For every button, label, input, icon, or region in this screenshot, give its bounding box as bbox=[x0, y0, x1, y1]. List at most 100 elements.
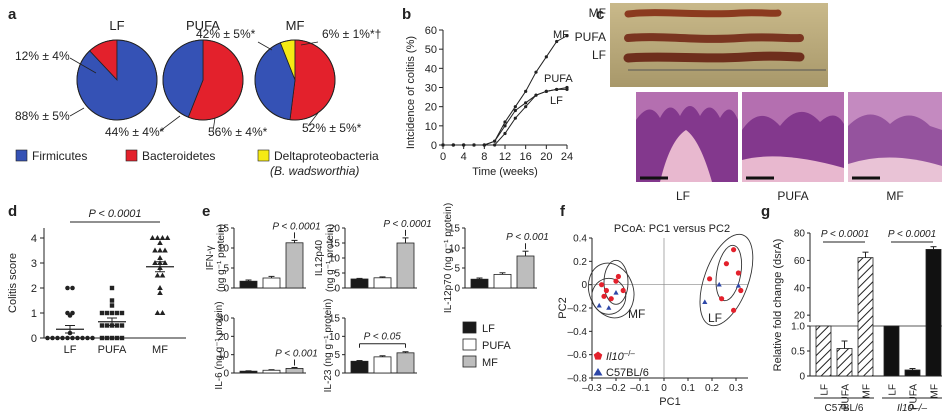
d-point-0-2 bbox=[55, 335, 60, 341]
f-xtick-label-5: 0.2 bbox=[705, 383, 719, 394]
b-series-label-0: MF bbox=[553, 29, 569, 41]
e-ytick-label-4-3: 15 bbox=[329, 314, 341, 325]
g-ytick-label-low-2: 1.0 bbox=[791, 322, 805, 333]
f-point-10 bbox=[731, 247, 737, 253]
f-point-6 bbox=[615, 273, 622, 280]
e-ytick-label-3-2: 20 bbox=[218, 332, 230, 343]
g-bar-3 bbox=[883, 325, 900, 377]
e-ylabel-0: IFN-γ bbox=[205, 246, 216, 270]
f-point-13 bbox=[707, 276, 713, 282]
d-point-2-18 bbox=[164, 235, 171, 240]
f-xtick-label-4: 0.1 bbox=[681, 383, 695, 394]
b-point-2-11 bbox=[555, 87, 559, 92]
g-category-0: LF bbox=[820, 384, 831, 396]
panel-f-pcoa: PCoA: PC1 versus PC2 –0.3 –0.2 –0.1 0 0.1 0.2 0… bbox=[557, 223, 754, 408]
b-series-label-2: LF bbox=[550, 95, 563, 107]
pie-label-3: 56% ± 4%* bbox=[208, 125, 268, 139]
d-point-2-9 bbox=[162, 260, 168, 265]
f-point-7 bbox=[596, 302, 602, 308]
panel-label-b: b bbox=[402, 6, 411, 23]
d-point-0-9 bbox=[90, 335, 95, 341]
panel-label-g: g bbox=[761, 203, 770, 220]
pie-label-4: 42% ± 5%* bbox=[196, 27, 256, 41]
d-point-1-3 bbox=[114, 335, 120, 341]
d-category-0: LF bbox=[64, 344, 77, 356]
b-series-label-1: PUFA bbox=[544, 73, 573, 85]
e-bar-1-1 bbox=[373, 277, 392, 289]
f-xlabel: PC1 bbox=[659, 396, 680, 408]
b-point-2-5 bbox=[493, 143, 497, 147]
b-point-2-9 bbox=[534, 93, 538, 97]
colon-mf bbox=[624, 9, 782, 18]
pie-leader-5 bbox=[300, 41, 319, 46]
d-point-2-17 bbox=[159, 235, 166, 240]
b-point-2-0 bbox=[441, 143, 445, 147]
b-point-2-8 bbox=[524, 105, 528, 109]
pie-legend-swatch-2 bbox=[257, 149, 270, 162]
d-point-0-8 bbox=[85, 335, 90, 341]
f-point-14 bbox=[719, 296, 725, 302]
b-point-2-10 bbox=[544, 89, 548, 93]
d-point-2-14 bbox=[157, 240, 163, 245]
b-point-2-3 bbox=[472, 143, 476, 147]
panel-c-images: MF PUFA LF LF PUFA MF bbox=[575, 3, 942, 203]
f-legend-marker-0 bbox=[593, 351, 603, 360]
d-point-1-5 bbox=[99, 323, 105, 328]
panel-label-a: a bbox=[8, 6, 17, 23]
b-point-0-11 bbox=[555, 39, 559, 44]
e-bar-3-0 bbox=[239, 370, 258, 374]
d-point-0-0 bbox=[45, 335, 50, 341]
e-legend-swatch-1 bbox=[462, 338, 477, 351]
g-category-2: MF bbox=[862, 384, 873, 398]
f-xtick-label-2: –0.1 bbox=[630, 383, 650, 394]
e-ytick-label-2-0: 0 bbox=[454, 284, 460, 295]
e-bar-2-2 bbox=[516, 255, 535, 289]
pie-leader-2 bbox=[159, 115, 181, 132]
d-point-0-4 bbox=[65, 335, 70, 341]
f-point-11 bbox=[723, 261, 730, 267]
g-pvalue-1: P < 0.0001 bbox=[888, 229, 936, 240]
d-point-1-12 bbox=[109, 310, 115, 316]
d-point-1-17 bbox=[109, 285, 115, 291]
b-ytick-label-4: 40 bbox=[425, 63, 437, 75]
d-point-2-13 bbox=[162, 247, 168, 253]
e-ytick-label-4-0: 0 bbox=[334, 369, 340, 380]
panel-label-d: d bbox=[8, 203, 17, 220]
d-point-2-7 bbox=[152, 260, 158, 265]
f-legend-marker-1 bbox=[593, 368, 603, 376]
d-ylabel: Colitis score bbox=[7, 253, 19, 313]
d-point-2-10 bbox=[157, 255, 163, 260]
e-ylabel-3: IL-6 (ng g⁻¹ protein) bbox=[214, 301, 225, 389]
colon-label-0: MF bbox=[589, 6, 606, 20]
pie-title-1: PUFA bbox=[186, 18, 220, 33]
d-point-2-5 bbox=[159, 272, 166, 278]
f-ellipse-4 bbox=[715, 244, 743, 302]
g-ytick-label-low-0: 0 bbox=[799, 372, 805, 383]
b-xtick-label-1: 4 bbox=[461, 151, 467, 163]
g-category-3: LF bbox=[888, 384, 899, 396]
b-point-1-8 bbox=[524, 101, 528, 105]
pie-legend-label-0: Firmicutes bbox=[32, 149, 87, 163]
e-ytick-label-1-1: 5 bbox=[334, 269, 340, 280]
e-pvalue-1: P < 0.0001 bbox=[383, 219, 431, 230]
pie-leader-0 bbox=[69, 57, 97, 74]
b-ytick-label-5: 50 bbox=[425, 44, 437, 56]
d-point-0-6 bbox=[75, 335, 80, 341]
f-legend-label-0: Il10–/– bbox=[606, 349, 635, 363]
d-point-0-1 bbox=[50, 335, 55, 341]
d-point-2-12 bbox=[157, 247, 163, 253]
e-bar-4-1 bbox=[373, 356, 392, 374]
e-bar-3-2 bbox=[285, 368, 304, 374]
e-ytick-label-0-0: 0 bbox=[223, 284, 229, 295]
b-point-2-12 bbox=[565, 87, 569, 92]
f-ytick-label-6: 0.4 bbox=[573, 234, 587, 245]
pie-leader-1 bbox=[69, 107, 85, 117]
d-ytick-label-4: 4 bbox=[31, 233, 37, 245]
b-ylabel: Intcidence of colitis (%) bbox=[405, 36, 417, 149]
d-ytick-label-3: 3 bbox=[31, 258, 37, 270]
g-pvalue-0: P < 0.0001 bbox=[821, 229, 869, 240]
b-point-0-8 bbox=[524, 89, 528, 93]
f-legend-label-0-main: Il10 bbox=[606, 351, 625, 363]
b-point-2-1 bbox=[451, 143, 455, 147]
b-xtick-label-5: 20 bbox=[540, 151, 552, 163]
